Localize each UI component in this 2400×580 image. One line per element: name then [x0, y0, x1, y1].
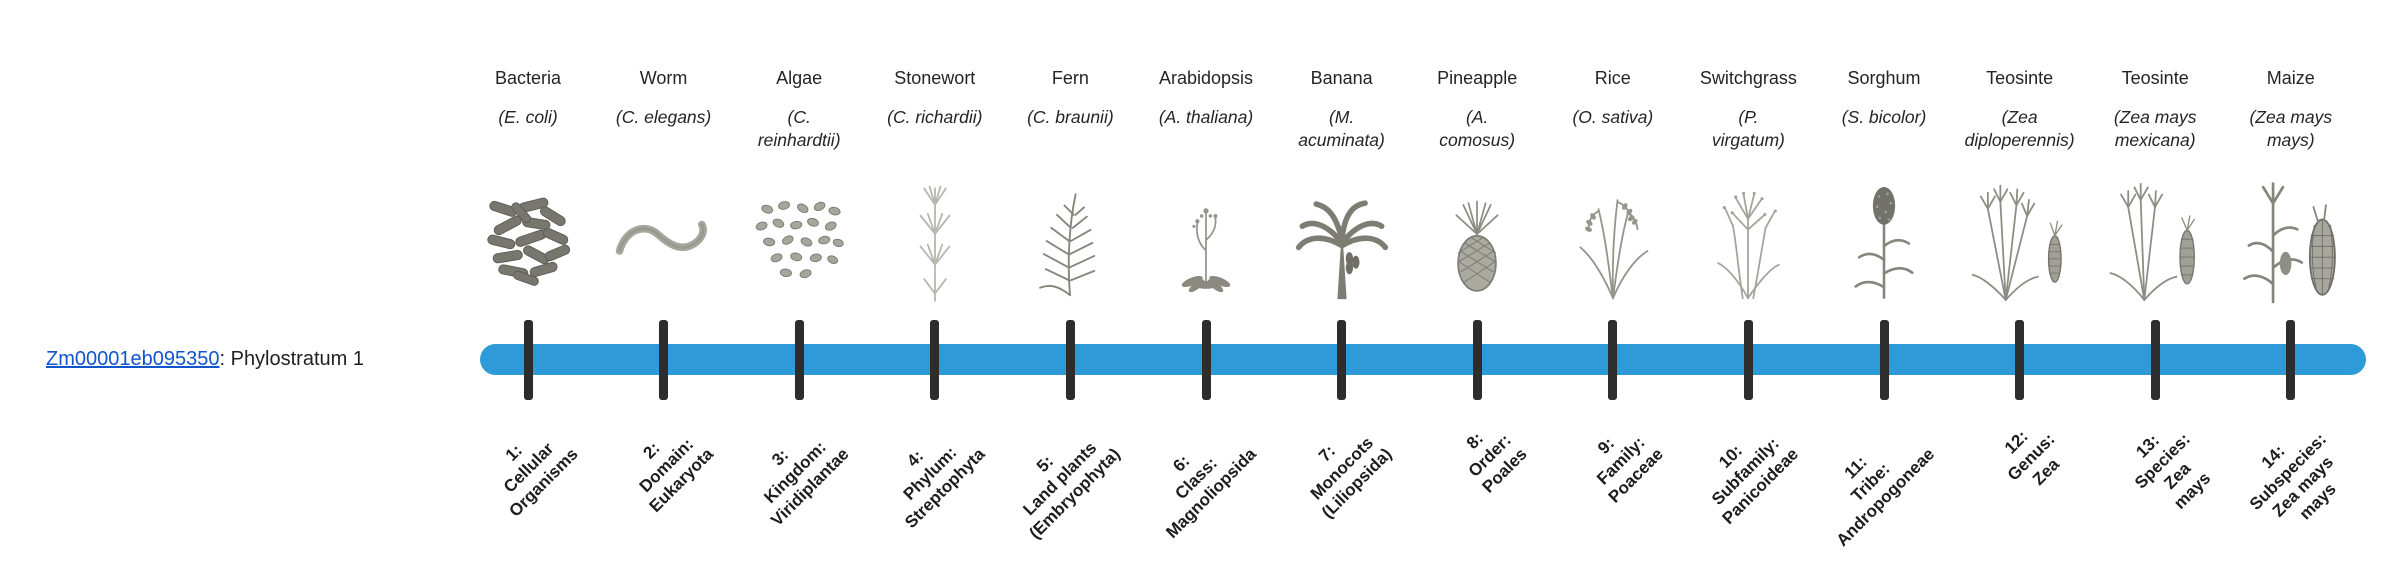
stonewort-icon: [860, 166, 1010, 316]
taxon-column: Arabidopsis (A. thaliana) 6: Class: Magn…: [1131, 0, 1281, 580]
taxon-column: Switchgrass (P. virgatum) 10: Subfamily:…: [1673, 0, 1823, 580]
teosinte-mexicana-icon: [2080, 166, 2230, 316]
stratum-label: 3: Kingdom: Viridiplantae: [760, 437, 854, 530]
taxon-name: Algae: [776, 68, 823, 88]
taxon-name: Rice: [1594, 68, 1631, 88]
taxon-name: Teosinte: [2121, 68, 2189, 88]
stratum-label: 4: Phylum: Streptophyta: [899, 442, 989, 532]
taxon-name: Fern: [1051, 68, 1089, 88]
stratum-tick: [1065, 320, 1075, 400]
stratum-tick: [1337, 320, 1347, 400]
taxon-name: Pineapple: [1437, 68, 1518, 88]
stratum-label: 2: Domain: Eukaryota: [636, 434, 718, 516]
taxon-column: Teosinte (Zea diploperennis) 12: Genus: …: [1945, 0, 2095, 580]
taxon-column: Teosinte (Zea mays mexicana) 13: Species…: [2080, 0, 2230, 580]
taxon-name: Arabidopsis: [1158, 68, 1254, 88]
taxon-name: Worm: [639, 68, 688, 88]
taxon-scientific-name: (E. coli): [498, 107, 558, 127]
stratum-tick: [523, 320, 533, 400]
stratum-tick: [930, 320, 940, 400]
stratum-label: 7: Monocots (Liliopsida): [1306, 433, 1396, 522]
algae-icon: [724, 166, 874, 316]
taxon-column: Maize (Zea mays mays) 14: Subspecies: Ze…: [2216, 0, 2366, 580]
sorghum-icon: [1809, 166, 1959, 316]
banana-icon: [1267, 166, 1417, 316]
taxon-column: Algae (C. reinhardtii) 3: Kingdom: Virid…: [724, 0, 874, 580]
stratum-label: 5: Land plants (Embryophyta): [1019, 438, 1125, 543]
arabidopsis-icon: [1131, 166, 1281, 316]
phylostrata-bar: [480, 344, 2366, 375]
taxon-column: Banana (M. acuminata) 7: Monocots (Lilio…: [1267, 0, 1417, 580]
stratum-label: 10: Subfamily: Panicoideae: [1708, 433, 1803, 528]
stratum-tick: [794, 320, 804, 400]
taxon-name: Bacteria: [494, 68, 562, 88]
stratum-label: 8: Order: Poales: [1463, 428, 1532, 497]
teosinte-diploperennis-icon: [1945, 166, 2095, 316]
switchgrass-icon: [1673, 166, 1823, 316]
taxon-name: Sorghum: [1847, 68, 1921, 88]
stratum-label: 12: Genus: Zea: [2000, 426, 2064, 489]
gene-label: Zm00001eb095350: Phylostratum 1: [46, 346, 364, 372]
taxon-column: Worm (C. elegans) 2: Domain: Eukaryota: [589, 0, 739, 580]
stratum-tick: [1743, 320, 1753, 400]
taxon-name: Maize: [2266, 68, 2315, 88]
stratum-tick: [1472, 320, 1482, 400]
stratum-tick: [2015, 320, 2025, 400]
stratum-tick: [1879, 320, 1889, 400]
stratum-tick: [1201, 320, 1211, 400]
worm-icon: [589, 166, 739, 316]
stratum-tick: [659, 320, 669, 400]
taxon-scientific-name: (Zea diploperennis): [1964, 107, 2075, 150]
taxon-scientific-name: (O. sativa): [1572, 107, 1654, 127]
maize-icon: [2216, 166, 2366, 316]
taxon-scientific-name: (C. elegans): [615, 107, 712, 127]
taxon-column: Rice (O. sativa) 9: Family: Poaceae: [1538, 0, 1688, 580]
taxon-scientific-name: (A. comosus): [1439, 107, 1516, 150]
taxon-scientific-name: (S. bicolor): [1841, 107, 1927, 127]
taxon-column: Pineapple (A. comosus) 8: Order: Poales: [1402, 0, 1552, 580]
stratum-label: 11: Tribe: Andropogoneae: [1832, 444, 1938, 551]
gene-id-link[interactable]: Zm00001eb095350: [46, 348, 220, 370]
taxon-column: Fern (C. braunii) 5: Land plants (Embryo…: [995, 0, 1145, 580]
taxon-scientific-name: (Zea mays mays): [2249, 107, 2333, 150]
rice-icon: [1538, 166, 1688, 316]
taxon-scientific-name: (P. virgatum): [1711, 107, 1785, 150]
stratum-label: 6: Class: Magnoliopsida: [1162, 444, 1260, 542]
fern-icon: [995, 166, 1145, 316]
taxon-scientific-name: (Zea mays mexicana): [2113, 107, 2197, 150]
taxon-scientific-name: (M. acuminata): [1298, 107, 1385, 150]
gene-phylostratum-text: : Phylostratum 1: [219, 348, 364, 370]
taxon-scientific-name: (C. braunii): [1027, 107, 1114, 127]
taxon-scientific-name: (A. thaliana): [1158, 107, 1254, 127]
stratum-label: 14: Subspecies: Zea mays mays: [2245, 429, 2340, 524]
stratum-tick: [2150, 320, 2160, 400]
stratum-label: 9: Family: Poaceae: [1592, 432, 1667, 507]
taxon-column: Bacteria (E. coli) 1: Cellular Organisms: [453, 0, 603, 580]
pineapple-icon: [1402, 166, 1552, 316]
stratum-tick: [1608, 320, 1618, 400]
bacteria-icon: [453, 166, 603, 316]
taxon-column: Stonewort (C. richardii) 4: Phylum: Stre…: [860, 0, 1010, 580]
stratum-tick: [2286, 320, 2296, 400]
taxon-name: Banana: [1310, 68, 1373, 88]
taxon-name: Teosinte: [1986, 68, 2054, 88]
taxon-column: Sorghum (S. bicolor) 11: Tribe: Andropog…: [1809, 0, 1959, 580]
taxon-name: Stonewort: [894, 68, 976, 88]
stratum-label: 1: Cellular Organisms: [500, 438, 582, 521]
stratum-label: 13: Species: Zea mays: [2131, 429, 2215, 513]
taxon-name: Switchgrass: [1699, 68, 1797, 88]
taxon-scientific-name: (C. richardii): [887, 107, 983, 127]
taxon-scientific-name: (C. reinhardtii): [757, 107, 841, 150]
